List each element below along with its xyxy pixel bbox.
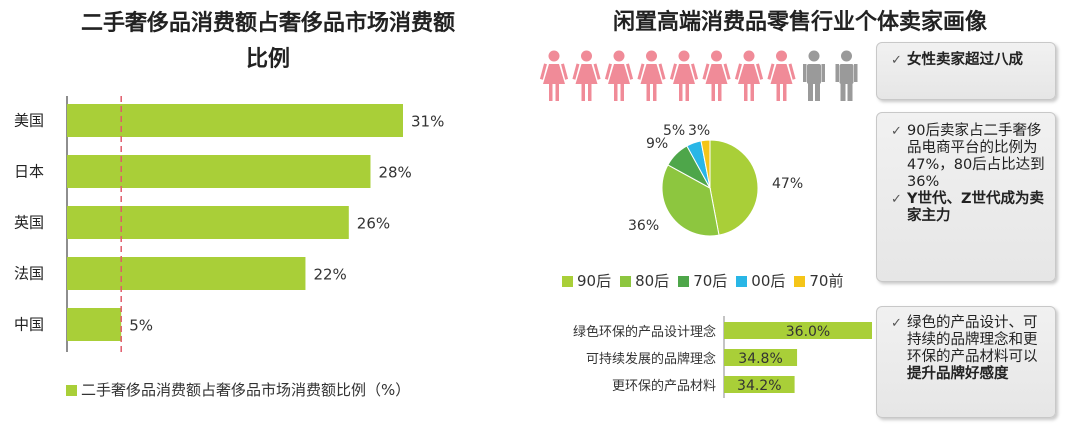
check-icon: ✓ xyxy=(891,316,902,331)
bar-value-label: 28% xyxy=(378,164,411,182)
pie-legend: 90后 80后 70后 00后 70前 xyxy=(562,270,882,291)
legend-label: 00后 xyxy=(751,272,786,290)
note-age-groups: ✓ 90后卖家占二手奢侈品电商平台的比例为47%，80后占比达到36% ✓ Y世… xyxy=(876,112,1056,282)
bar xyxy=(724,376,795,393)
legend-swatch xyxy=(736,276,748,287)
check-icon: ✓ xyxy=(891,192,902,207)
pie-value-label: 5% xyxy=(663,123,685,139)
female-person-icon xyxy=(637,50,666,101)
bar-value-label: 22% xyxy=(313,266,346,284)
left-bar-chart: 美国 31% 日本 28% 英国 26% 法国 22% 中国 5% xyxy=(14,96,444,356)
bar xyxy=(67,155,371,188)
note2-text1: 90后卖家占二手奢侈品电商平台的比例为47%，80后占比达到36% xyxy=(907,123,1045,190)
legend-swatch xyxy=(620,276,632,287)
people-icons xyxy=(539,50,858,101)
left-chart-title-line2: 比例 xyxy=(245,47,290,72)
note-female-sellers: ✓ 女性卖家超过八成 xyxy=(876,42,1056,100)
legend-label: 90后 xyxy=(577,272,612,290)
pie-value-label: 47% xyxy=(772,176,803,192)
note2-line1: ✓ 90后卖家占二手奢侈品电商平台的比例为47%，80后占比达到36% xyxy=(885,123,1047,191)
legend-swatch xyxy=(794,276,806,287)
legend-swatch xyxy=(562,276,573,287)
left-chart-title-line1: 二手奢侈品消费额占奢侈品市场消费额 xyxy=(80,11,455,36)
y-tick-label: 绿色环保的产品设计理念 xyxy=(573,324,716,340)
pie-slice xyxy=(700,139,711,189)
note1-line: ✓ 女性卖家超过八成 xyxy=(885,52,1047,69)
y-tick-label: 法国 xyxy=(14,265,44,283)
legend-label: 70前 xyxy=(809,272,844,290)
male-person-icon xyxy=(835,50,858,101)
legend-label: 80后 xyxy=(635,272,670,290)
y-tick-label: 英国 xyxy=(14,214,44,232)
bar xyxy=(67,206,349,239)
pie-legend-item: 90后 xyxy=(562,272,611,290)
pie-value-label: 3% xyxy=(688,123,710,139)
legend-label: 70后 xyxy=(693,272,728,290)
pie-legend-item: 80后 xyxy=(620,272,669,290)
female-person-icon xyxy=(539,50,569,101)
bar xyxy=(724,349,798,366)
pie-chart: 47% 36% 9%5% 3% xyxy=(628,123,803,237)
note3-text-bold: 提升品牌好感度 xyxy=(907,366,1009,382)
bar-value-label: 5% xyxy=(129,317,153,335)
female-person-icon xyxy=(734,50,764,101)
left-legend: 二手奢侈品消费额占奢侈品市场消费额比例（%） xyxy=(66,379,410,400)
bar xyxy=(67,104,403,137)
pie-value-label: 9% xyxy=(646,136,668,152)
pie-legend-item: 70前 xyxy=(794,272,843,290)
left-legend-swatch xyxy=(66,385,77,396)
left-legend-label: 二手奢侈品消费额占奢侈品市场消费额比例（%） xyxy=(81,381,411,399)
check-icon: ✓ xyxy=(891,124,902,139)
bar xyxy=(724,322,872,339)
bar-value-label: 34.2% xyxy=(737,378,781,394)
pie-value-label: 36% xyxy=(628,218,659,234)
bar-value-label: 34.8% xyxy=(738,351,782,367)
y-tick-label: 可持续发展的品牌理念 xyxy=(586,351,716,367)
right-panel-title: 闲置高端消费品零售行业个体卖家画像 xyxy=(612,10,987,35)
male-person-icon xyxy=(803,50,825,101)
bar xyxy=(67,308,122,341)
note3-text: 绿色的产品设计、可持续的品牌理念和更环保的产品材料可以 xyxy=(907,315,1038,365)
bar xyxy=(67,257,306,290)
pie-slice xyxy=(661,164,720,237)
pie-slice xyxy=(709,139,759,236)
legend-swatch xyxy=(678,276,690,287)
check-icon: ✓ xyxy=(891,53,902,68)
female-person-icon xyxy=(767,50,796,101)
bar-value-label: 26% xyxy=(357,215,390,233)
note2-line2: ✓ Y世代、Z世代成为卖家主力 xyxy=(885,191,1047,225)
pie-legend-item: 00后 xyxy=(736,272,785,290)
y-tick-label: 日本 xyxy=(14,163,44,181)
bar-value-label: 31% xyxy=(411,113,444,131)
female-person-icon xyxy=(572,50,601,101)
y-tick-label: 更环保的产品材料 xyxy=(612,378,716,394)
note2-text2: Y世代、Z世代成为卖家主力 xyxy=(907,191,1045,224)
left-chart-title: 二手奢侈品消费额占奢侈品市场消费额 比例 xyxy=(18,6,518,78)
note3-line: ✓ 绿色的产品设计、可持续的品牌理念和更环保的产品材料可以提升品牌好感度 xyxy=(885,315,1047,383)
female-person-icon xyxy=(604,50,634,101)
y-tick-label: 美国 xyxy=(14,112,44,130)
note1-text: 女性卖家超过八成 xyxy=(907,52,1023,68)
female-person-icon xyxy=(669,50,699,101)
pie-legend-item: 70后 xyxy=(678,272,727,290)
y-tick-label: 中国 xyxy=(14,316,44,334)
bar-value-label: 36.0% xyxy=(786,324,830,340)
female-person-icon xyxy=(702,50,731,101)
note-green-design: ✓ 绿色的产品设计、可持续的品牌理念和更环保的产品材料可以提升品牌好感度 xyxy=(876,306,1056,418)
small-bar-chart: 绿色环保的产品设计理念 36.0% 可持续发展的品牌理念 34.8% 更环保的产品材料 3… xyxy=(573,316,872,398)
